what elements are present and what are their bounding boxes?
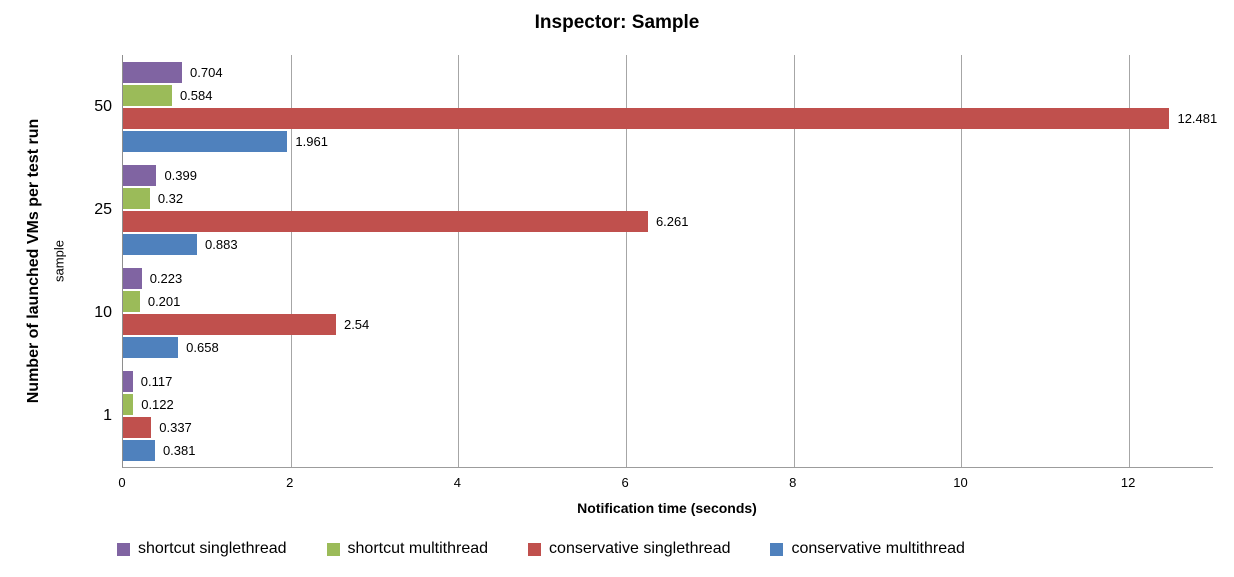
bar-value-label: 0.704 [190,64,223,80]
bar-group: 0.399 0.32 6.261 0.883 [123,158,1213,261]
gridline [626,55,628,467]
x-tick-label: 12 [1120,475,1136,490]
bar-value-label: 0.201 [147,293,181,309]
bar-row: 0.883 [123,233,1213,255]
bar [123,107,1170,129]
bar-row: 6.261 [123,210,1213,232]
bar-value-label: 0.381 [162,442,196,458]
x-tick-label: 4 [453,475,461,490]
gridline [961,55,963,467]
bar-value-label: 2.54 [343,316,370,332]
category-label: 50 [94,97,112,115]
bar-row: 0.122 [123,393,1213,415]
legend-label: shortcut multithread [347,540,489,557]
legend-item: conservative singlethread [528,540,730,558]
legend-item: conservative multithread [770,540,965,558]
category-label: 1 [103,406,112,424]
legend: shortcut singlethread shortcut multithrea… [117,540,965,558]
bar-row: 0.658 [123,336,1213,358]
bar [123,84,172,106]
bar-row: 0.584 [123,84,1213,106]
legend-label: conservative multithread [791,540,965,557]
bar [123,187,150,209]
plot-area: 0.704 0.584 12.481 1.961 0.399 0.32 6.261 0.883… [122,55,1217,468]
legend-item: shortcut singlethread [117,540,287,558]
y-axis-subtitle: sample [51,240,67,282]
bar [123,130,288,152]
x-tick-label: 6 [621,475,629,490]
legend-swatch-icon [326,542,340,556]
bar-group: 0.223 0.201 2.54 0.658 [123,261,1213,364]
bar-value-label: 0.117 [140,373,173,389]
bar-value-label: 0.337 [159,419,192,435]
gridline [793,55,795,467]
bar-row: 12.481 [123,107,1217,129]
bar-row: 0.337 [123,416,1213,438]
legend-label: conservative singlethread [549,540,731,557]
legend-swatch-icon [117,542,130,556]
bar-group: 0.117 0.122 0.337 0.381 [123,364,1213,467]
bar-row: 0.704 [123,61,1213,83]
bar [123,370,133,392]
bar-value-label: 0.399 [164,167,197,183]
legend-label: shortcut singlethread [138,540,287,557]
y-axis-title: Number of launched VMs per test run [25,118,42,404]
bar [123,416,152,438]
bar-value-label: 0.883 [205,236,238,252]
chart-title: Inspector: Sample [534,12,700,33]
category-label: 25 [94,200,112,218]
gridline [1129,55,1131,467]
bar-value-label: 6.261 [655,213,689,229]
bar-row: 2.54 [123,313,1213,335]
bar-group: 0.704 0.584 12.481 1.961 [123,55,1217,158]
x-tick-label: 8 [789,475,797,490]
bar-row: 1.961 [123,130,1213,152]
bar [123,439,155,461]
bar-value-label: 12.481 [1177,110,1218,126]
bar [123,336,179,358]
x-axis-title: Notification time (seconds) [577,500,757,516]
bar-value-label: 0.658 [186,339,219,355]
bar [123,210,648,232]
legend-swatch-icon [770,542,784,556]
category-label: 10 [94,303,112,321]
bar [123,233,198,255]
bar [123,313,336,335]
bar-row: 0.32 [123,187,1213,209]
gridline [458,55,460,467]
x-tick-label: 0 [118,475,126,490]
bar [123,290,140,312]
x-tick-label: 2 [286,475,294,490]
gridline [290,55,292,467]
bar-row: 0.201 [123,290,1213,312]
bar-value-label: 0.32 [157,190,184,206]
x-tick-label: 10 [953,475,968,490]
bar-value-label: 0.122 [141,396,174,412]
bar-row: 0.223 [123,267,1213,289]
bar-value-label: 1.961 [295,133,328,149]
bar-value-label: 0.584 [179,87,213,103]
bar [123,164,157,186]
bar-row: 0.399 [123,164,1213,186]
legend-swatch-icon [528,542,542,556]
legend-item: shortcut multithread [326,540,489,558]
bar [123,267,142,289]
bar-row: 0.381 [123,439,1213,461]
bar-row: 0.117 [123,370,1213,392]
x-axis-ticks: 0 2 4 6 8 10 12 [118,475,1212,491]
bar [123,393,134,415]
bar [123,61,183,83]
bar-value-label: 0.223 [149,270,183,286]
